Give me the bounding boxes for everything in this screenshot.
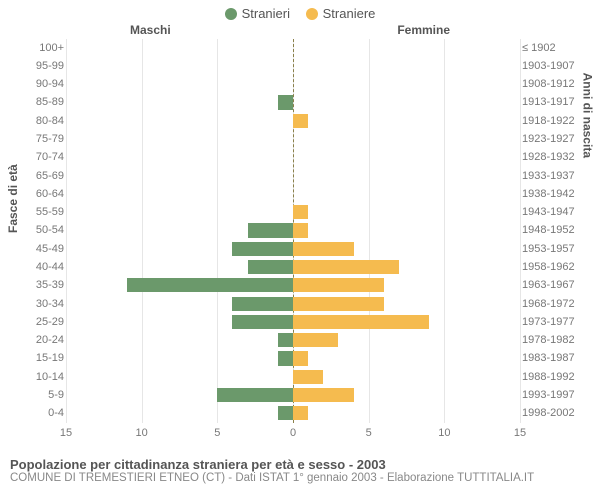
plot-area xyxy=(66,39,520,423)
bar-male xyxy=(278,351,293,365)
caption: Popolazione per cittadinanza straniera p… xyxy=(0,453,600,484)
grid-line xyxy=(142,39,143,423)
legend-item-f: Straniere xyxy=(306,6,376,21)
year-label: 1973-1977 xyxy=(522,315,586,329)
age-label: 40-44 xyxy=(24,260,64,274)
header-femmine: Femmine xyxy=(397,23,450,37)
bar-male xyxy=(232,297,293,311)
legend-swatch-m xyxy=(225,8,237,20)
bar-female xyxy=(293,242,354,256)
year-label: 1958-1962 xyxy=(522,260,586,274)
bar-female xyxy=(293,333,338,347)
axis-title-left: Fasce di età xyxy=(6,164,20,233)
bar-female xyxy=(293,315,429,329)
year-label: 1993-1997 xyxy=(522,388,586,402)
x-tick: 0 xyxy=(290,427,296,439)
x-tick: 15 xyxy=(60,427,72,439)
x-tick: 10 xyxy=(438,427,450,439)
bar-male xyxy=(248,223,293,237)
year-label: 1903-1907 xyxy=(522,59,586,73)
legend-label-m: Stranieri xyxy=(242,6,290,21)
bar-male xyxy=(278,406,293,420)
age-label: 35-39 xyxy=(24,278,64,292)
bar-male xyxy=(232,315,293,329)
bar-female xyxy=(293,223,308,237)
age-label: 10-14 xyxy=(24,370,64,384)
age-label: 90-94 xyxy=(24,77,64,91)
caption-title: Popolazione per cittadinanza straniera p… xyxy=(10,457,590,472)
header-maschi: Maschi xyxy=(130,23,171,37)
year-label: 1933-1937 xyxy=(522,169,586,183)
year-label: 1998-2002 xyxy=(522,406,586,420)
chart: Maschi Femmine Fasce di età Anni di nasc… xyxy=(0,23,600,453)
age-label: 85-89 xyxy=(24,95,64,109)
year-label: 1923-1927 xyxy=(522,132,586,146)
age-label: 50-54 xyxy=(24,223,64,237)
age-label: 70-74 xyxy=(24,150,64,164)
year-label: 1918-1922 xyxy=(522,114,586,128)
bar-male xyxy=(278,333,293,347)
bar-female xyxy=(293,351,308,365)
bar-female xyxy=(293,260,399,274)
bar-male xyxy=(217,388,293,402)
age-label: 5-9 xyxy=(24,388,64,402)
year-label: 1928-1932 xyxy=(522,150,586,164)
bar-female xyxy=(293,297,384,311)
age-label: 80-84 xyxy=(24,114,64,128)
age-label: 65-69 xyxy=(24,169,64,183)
year-label: 1953-1957 xyxy=(522,242,586,256)
bar-male xyxy=(127,278,293,292)
age-label: 60-64 xyxy=(24,187,64,201)
bar-female xyxy=(293,370,323,384)
grid-line xyxy=(217,39,218,423)
age-label: 0-4 xyxy=(24,406,64,420)
grid-line xyxy=(369,39,370,423)
bar-female xyxy=(293,114,308,128)
year-label: ≤ 1902 xyxy=(522,41,586,55)
bar-female xyxy=(293,278,384,292)
bar-male xyxy=(278,95,293,109)
year-label: 1908-1912 xyxy=(522,77,586,91)
bar-female xyxy=(293,406,308,420)
legend-label-f: Straniere xyxy=(323,6,376,21)
grid-line xyxy=(520,39,521,423)
grid-line xyxy=(444,39,445,423)
age-label: 20-24 xyxy=(24,333,64,347)
legend-swatch-f xyxy=(306,8,318,20)
year-label: 1978-1982 xyxy=(522,333,586,347)
age-label: 95-99 xyxy=(24,59,64,73)
year-label: 1938-1942 xyxy=(522,187,586,201)
x-tick: 5 xyxy=(366,427,372,439)
bar-male xyxy=(232,242,293,256)
year-label: 1913-1917 xyxy=(522,95,586,109)
age-label: 100+ xyxy=(24,41,64,55)
age-label: 75-79 xyxy=(24,132,64,146)
x-tick: 10 xyxy=(136,427,148,439)
age-label: 25-29 xyxy=(24,315,64,329)
age-label: 15-19 xyxy=(24,351,64,365)
age-label: 45-49 xyxy=(24,242,64,256)
year-label: 1988-1992 xyxy=(522,370,586,384)
caption-sub: COMUNE DI TREMESTIERI ETNEO (CT) - Dati … xyxy=(10,472,590,484)
year-label: 1943-1947 xyxy=(522,205,586,219)
legend: Stranieri Straniere xyxy=(0,0,600,23)
year-label: 1948-1952 xyxy=(522,223,586,237)
year-label: 1983-1987 xyxy=(522,351,586,365)
x-tick: 15 xyxy=(514,427,526,439)
year-label: 1968-1972 xyxy=(522,297,586,311)
age-label: 55-59 xyxy=(24,205,64,219)
year-label: 1963-1967 xyxy=(522,278,586,292)
bar-female xyxy=(293,205,308,219)
legend-item-m: Stranieri xyxy=(225,6,290,21)
age-label: 30-34 xyxy=(24,297,64,311)
bar-male xyxy=(248,260,293,274)
bar-female xyxy=(293,388,354,402)
grid-line xyxy=(66,39,67,423)
x-tick: 5 xyxy=(214,427,220,439)
